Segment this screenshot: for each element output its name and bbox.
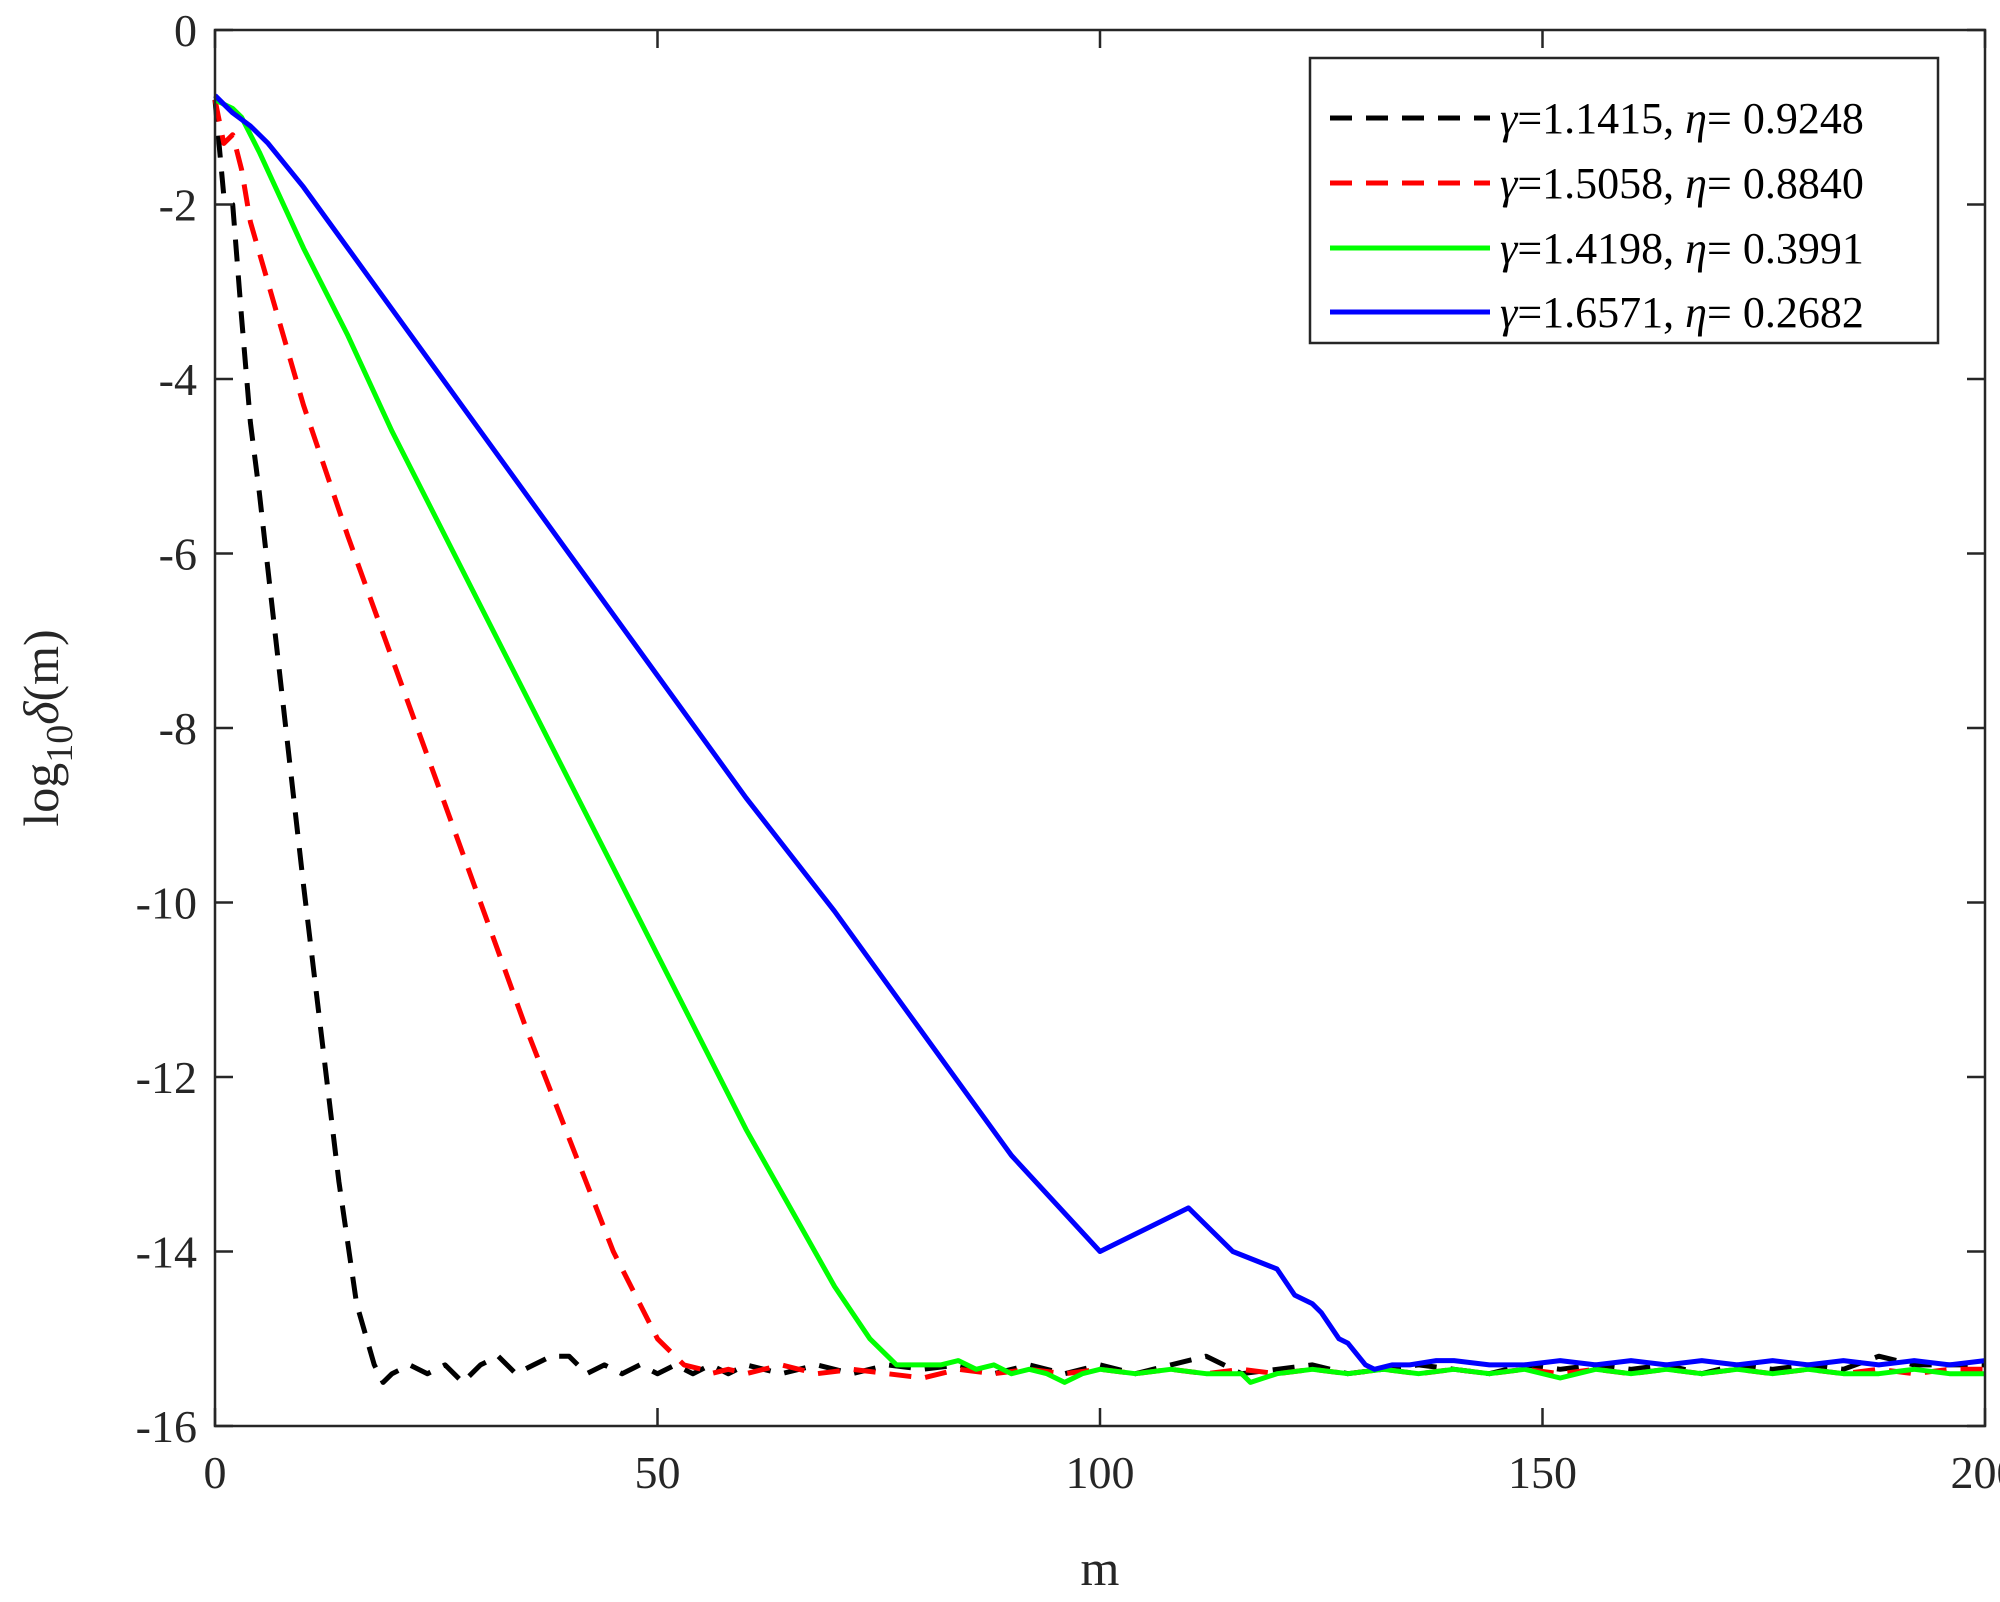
legend: γ=1.1415, η= 0.9248 γ=1.5058, η= 0.8840 γ=… — [1308, 56, 1940, 345]
x-axis-title: m — [1081, 1540, 1120, 1596]
x-tick-label: 200 — [1951, 1447, 2000, 1498]
y-axis-title: log10δ(m) — [13, 629, 81, 826]
legend-label-4: γ=1.6571, η= 0.2682 — [1500, 288, 1864, 337]
series-line-4 — [213, 93, 1986, 1372]
y-tick-label: -12 — [136, 1052, 197, 1103]
y-tick-label: -10 — [136, 878, 197, 929]
tick-layer: 0 50 100 150 200 0 -2 -4 -6 -8 -10 -12 -14 -16 — [136, 5, 2000, 1498]
x-tick-label: 150 — [1508, 1447, 1577, 1498]
y-axis-title-symbol: δ — [13, 701, 69, 725]
x-tick-label: 50 — [635, 1447, 681, 1498]
y-tick-label: -8 — [159, 703, 197, 754]
y-tick-label: -4 — [159, 354, 197, 405]
legend-box — [1308, 56, 1940, 345]
x-tick-label: 100 — [1066, 1447, 1135, 1498]
y-tick-label: -14 — [136, 1227, 197, 1278]
y-tick-label: -2 — [159, 180, 197, 231]
legend-label-3: γ=1.4198, η= 0.3991 — [1500, 224, 1864, 273]
y-axis-title-suffix: (m) — [13, 629, 69, 701]
series-layer — [212, 93, 1986, 1385]
y-tick-label: -16 — [136, 1401, 197, 1452]
y-tick-label: -6 — [159, 529, 197, 580]
legend-label-2: γ=1.5058, η= 0.8840 — [1500, 159, 1864, 208]
legend-label-1: γ=1.1415, η= 0.9248 — [1500, 94, 1864, 143]
x-tick-label: 0 — [204, 1447, 227, 1498]
series-line-3 — [213, 97, 1985, 1385]
y-axis-title-prefix: log — [13, 763, 69, 827]
y-tick-label: 0 — [174, 5, 197, 56]
y-axis-title-subscript: 10 — [39, 725, 81, 763]
